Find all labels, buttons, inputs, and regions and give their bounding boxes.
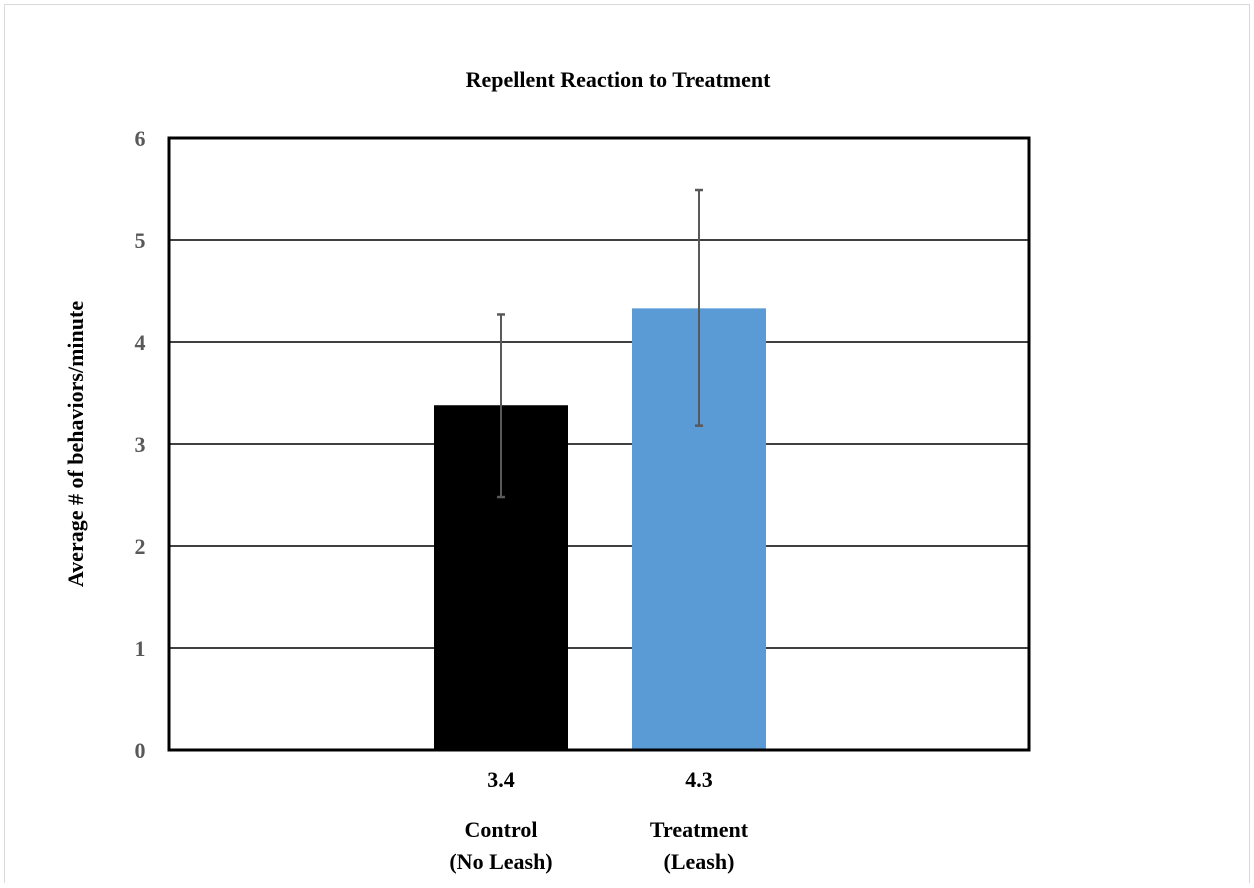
y-axis-label: Average # of behaviors/minute (63, 301, 88, 587)
y-tick-label: 6 (135, 126, 146, 151)
y-tick-label: 4 (135, 330, 146, 355)
y-tick-labels: 0 1 2 3 4 5 6 (135, 126, 146, 763)
gridlines (169, 239, 1029, 649)
plot-border (167, 136, 1031, 752)
y-tick-label: 2 (135, 534, 146, 559)
bar-chart: Repellent Reaction to Treatment 0123456 … (63, 67, 1031, 874)
y-tick-label: 3 (135, 432, 146, 457)
y-tick-label: 5 (135, 228, 146, 253)
category-value-label: 3.4 (487, 767, 515, 792)
x-category-labels: 3.4 Control (No Leash) 4.3 Treatment (Leash) (449, 767, 748, 874)
category-label: Treatment (650, 817, 749, 842)
category-value-label: 4.3 (685, 767, 713, 792)
category-label: (No Leash) (449, 849, 552, 874)
chart-title: Repellent Reaction to Treatment (466, 67, 772, 92)
category-label: (Leash) (664, 849, 735, 874)
bars (434, 308, 766, 750)
category-label: Control (465, 817, 538, 842)
y-tick-label: 1 (135, 636, 146, 661)
error-bars (497, 188, 703, 499)
y-tick-label: 0 (135, 738, 146, 763)
